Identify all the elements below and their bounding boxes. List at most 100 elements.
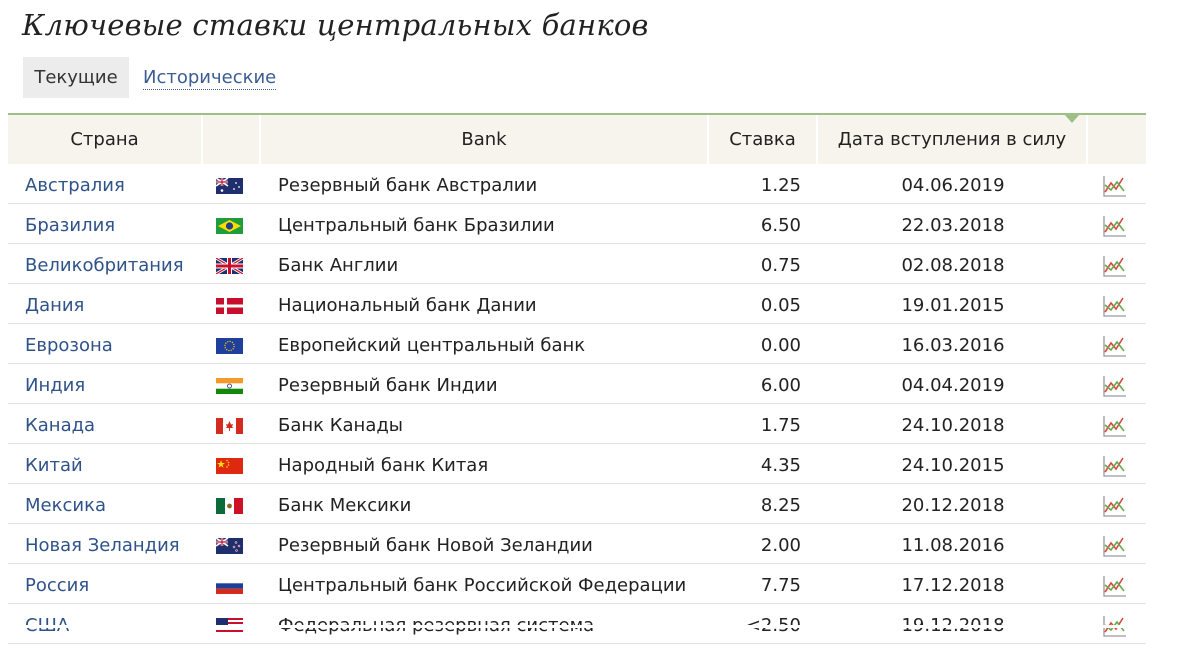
country-link[interactable]: США (25, 615, 70, 636)
australia-flag-icon (216, 178, 243, 194)
table-row: Канада Банк Канады 1.75 24.10.2018 (8, 404, 1146, 444)
india-flag-icon (216, 378, 243, 394)
rate-value: 2.00 (760, 535, 801, 556)
effective-date: 24.10.2015 (901, 455, 1005, 476)
row-divider (8, 563, 1146, 564)
bank-name: Банк Англии (278, 255, 399, 276)
country-link[interactable]: Великобритания (25, 255, 184, 276)
country-link[interactable]: Новая Зеландия (25, 535, 180, 556)
rate-value: 1.25 (760, 175, 801, 196)
row-divider (8, 243, 1146, 244)
eu-flag-icon (216, 338, 243, 354)
tab-historical-label: Исторические (143, 67, 277, 90)
effective-date: 19.01.2015 (901, 295, 1005, 316)
bank-name: Банк Мексики (278, 495, 412, 516)
country-link[interactable]: Дания (25, 295, 85, 316)
table-row: Россия Центральный банк Российской Федера… (8, 564, 1146, 604)
bank-name: Банк Канады (278, 415, 404, 436)
bank-name: Резервный банк Австралии (278, 175, 538, 196)
effective-date: 04.04.2019 (901, 375, 1005, 396)
row-divider (8, 363, 1146, 364)
effective-date: 20.12.2018 (901, 495, 1005, 516)
rate-value: 8.25 (760, 495, 801, 516)
row-divider (8, 643, 1146, 644)
rate-value: 4.35 (760, 455, 801, 476)
canada-flag-icon (216, 418, 243, 434)
table-header: Страна Bank Ставка Дата вступления в сил… (8, 113, 1146, 164)
rate-value: 0.75 (760, 255, 801, 276)
uk-flag-icon (216, 258, 243, 274)
bank-name: Резервный банк Новой Зеландии (278, 535, 593, 556)
denmark-flag-icon (216, 298, 243, 314)
sort-indicator-icon (1064, 114, 1080, 123)
country-link[interactable]: Еврозона (25, 335, 113, 356)
page-title: Ключевые ставки центральных банков (22, 8, 649, 42)
rate-value: 0.00 (760, 335, 801, 356)
row-divider (8, 443, 1146, 444)
line-chart-icon[interactable] (1101, 212, 1128, 237)
table-row: Бразилия Центральный банк Бразилии 6.50 22.… (8, 204, 1146, 244)
column-header-bank[interactable]: Bank (261, 115, 709, 164)
row-divider (8, 403, 1146, 404)
tab-historical[interactable]: Исторические (143, 57, 291, 98)
table-row: США Федеральная резервная система <2.50 19.… (8, 604, 1146, 644)
line-chart-icon[interactable] (1101, 292, 1128, 317)
column-header-chart (1088, 115, 1146, 164)
rate-value: 1.75 (760, 415, 801, 436)
row-divider (8, 523, 1146, 524)
effective-date: 19.12.2018 (901, 615, 1005, 636)
country-link[interactable]: Индия (25, 375, 86, 396)
bank-name: Центральный банк Российской Федерации (278, 575, 687, 596)
russia-flag-icon (216, 578, 243, 594)
line-chart-icon[interactable] (1101, 172, 1128, 197)
row-divider (8, 203, 1146, 204)
table-row: Еврозона Европейский центральный банк 0.00… (8, 324, 1146, 364)
tab-current[interactable]: Текущие (23, 57, 129, 98)
bank-name: Национальный банк Дании (278, 295, 537, 316)
table-row: Великобритания Банк Англии 0.75 02.08.2018 (8, 244, 1146, 284)
table-row: Индия Резервный банк Индии 6.00 04.04.2019 (8, 364, 1146, 404)
country-link[interactable]: Бразилия (25, 215, 116, 236)
country-link[interactable]: Китай (25, 455, 83, 476)
effective-date: 04.06.2019 (901, 175, 1005, 196)
row-divider (8, 483, 1146, 484)
table-row: Новая Зеландия Резервный банк Новой Зелан… (8, 524, 1146, 564)
table-row: Китай Народный банк Китая 4.35 24.10.2015 (8, 444, 1146, 484)
column-header-flag (203, 115, 261, 164)
line-chart-icon[interactable] (1101, 252, 1128, 277)
column-header-country[interactable]: Страна (8, 115, 203, 164)
bank-name: Федеральная резервная система (278, 615, 595, 636)
bank-name: Европейский центральный банк (278, 335, 586, 356)
mexico-flag-icon (216, 498, 243, 514)
country-link[interactable]: Россия (25, 575, 90, 596)
row-divider (8, 323, 1146, 324)
table-row: Дания Национальный банк Дании 0.05 19.01.20… (8, 284, 1146, 324)
viewport-edge (0, 625, 1200, 628)
line-chart-icon[interactable] (1101, 372, 1128, 397)
rates-table: Страна Bank Ставка Дата вступления в сил… (8, 113, 1146, 644)
column-header-rate[interactable]: Ставка (709, 115, 818, 164)
rate-value: <2.50 (745, 615, 801, 636)
effective-date: 11.08.2016 (901, 535, 1005, 556)
row-divider (8, 603, 1146, 604)
line-chart-icon[interactable] (1101, 532, 1128, 557)
line-chart-icon[interactable] (1101, 412, 1128, 437)
bank-name: Народный банк Китая (278, 455, 489, 476)
brazil-flag-icon (216, 218, 243, 234)
effective-date: 17.12.2018 (901, 575, 1005, 596)
country-link[interactable]: Канада (25, 415, 96, 436)
rate-value: 6.50 (760, 215, 801, 236)
new-zealand-flag-icon (216, 538, 243, 554)
rate-value: 6.00 (760, 375, 801, 396)
line-chart-icon[interactable] (1101, 452, 1128, 477)
country-link[interactable]: Австралия (25, 175, 125, 196)
country-link[interactable]: Мексика (25, 495, 106, 516)
bank-name: Резервный банк Индии (278, 375, 498, 396)
effective-date: 02.08.2018 (901, 255, 1005, 276)
line-chart-icon[interactable] (1101, 572, 1128, 597)
line-chart-icon[interactable] (1101, 492, 1128, 517)
effective-date: 22.03.2018 (901, 215, 1005, 236)
line-chart-icon[interactable] (1101, 332, 1128, 357)
effective-date: 24.10.2018 (901, 415, 1005, 436)
column-header-date[interactable]: Дата вступления в силу (818, 115, 1088, 164)
